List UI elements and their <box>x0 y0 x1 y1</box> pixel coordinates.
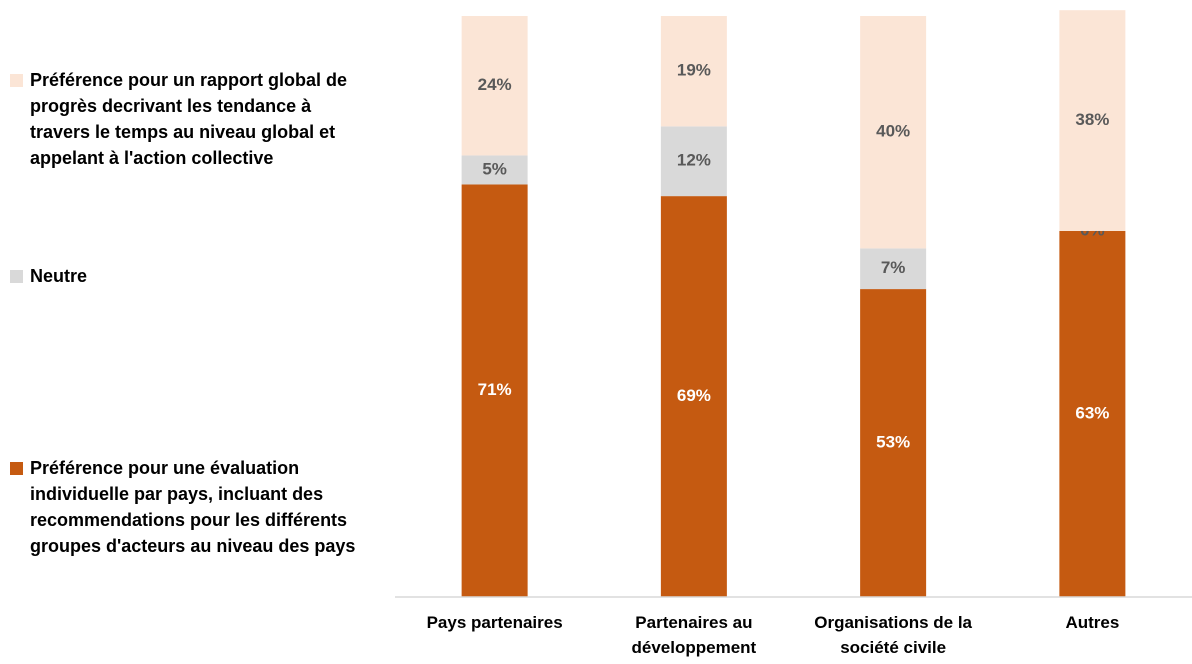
data-label: 19% <box>677 61 711 80</box>
legend-label: Préférence pour une évaluation individue… <box>30 458 356 556</box>
legend-swatch <box>10 270 23 283</box>
bar-segment <box>860 16 927 249</box>
data-label: 71% <box>478 380 512 399</box>
data-label: 38% <box>1075 110 1109 129</box>
legend-item: Préférence pour un rapport global de pro… <box>10 67 370 171</box>
x-tick-label: Organisations de la société civile <box>814 613 972 657</box>
bar-segment <box>461 155 528 185</box>
data-label: 53% <box>876 433 910 452</box>
x-tick-label: Autres <box>1065 613 1120 632</box>
bar-segment <box>461 16 528 156</box>
legend-item: Préférence pour une évaluation individue… <box>10 455 370 559</box>
data-label: 24% <box>478 75 512 94</box>
data-label: 40% <box>876 122 910 141</box>
legend-label: Neutre <box>30 266 88 286</box>
x-tick-label: Pays partenaires <box>426 613 563 632</box>
legend-label: Préférence pour un rapport global de pro… <box>30 70 348 168</box>
bar-segment <box>660 16 727 127</box>
bar-segment <box>461 184 528 598</box>
x-tick-label: Partenaires au développement <box>631 613 757 657</box>
data-label: 7% <box>881 258 906 277</box>
bar-segment <box>860 248 927 290</box>
data-label: 69% <box>677 386 711 405</box>
data-label: 5% <box>482 159 507 178</box>
data-label: 63% <box>1075 403 1109 422</box>
legend-item: Neutre <box>10 263 370 289</box>
bar-segment <box>1059 10 1126 231</box>
legend-swatch <box>10 74 23 87</box>
bar-segment <box>660 126 727 197</box>
legend-swatch <box>10 462 23 475</box>
bar-segment <box>660 196 727 598</box>
data-label: 12% <box>677 151 711 170</box>
bar-segment <box>1059 230 1126 597</box>
bar-segment <box>860 289 927 597</box>
